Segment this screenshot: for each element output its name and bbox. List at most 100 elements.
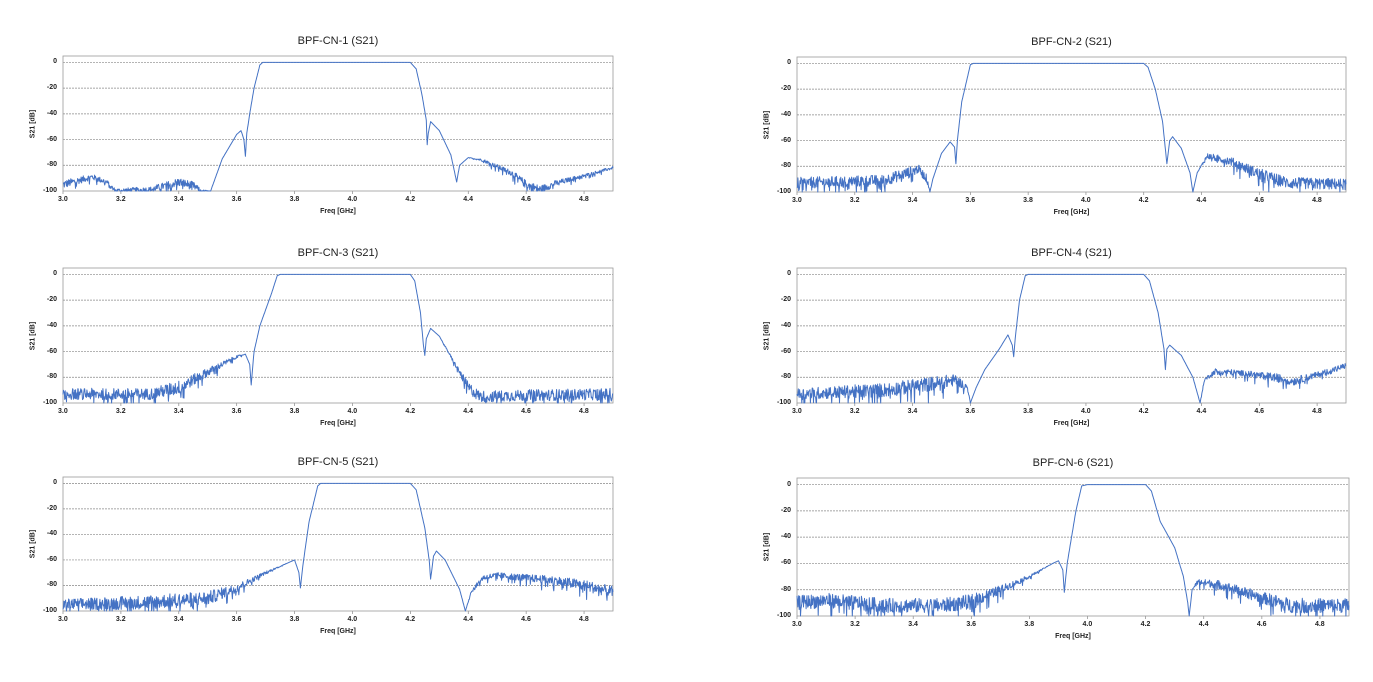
x-tick-label: 4.6	[521, 616, 531, 623]
chart-bpf-cn-6: 0 -20 -40 -60 -80 -100 3.0 3.2 3.4 3.6 3.8 4.0 4.2 4.…	[764, 457, 1350, 640]
x-tick-label: 3.0	[792, 408, 802, 415]
plot-area	[62, 476, 614, 614]
x-tick-label: 4.6	[521, 408, 531, 415]
x-tick-label: 3.4	[173, 408, 184, 415]
x-tick-label: 3.8	[289, 616, 300, 623]
plot-border	[796, 56, 1347, 193]
x-tick-label: 4.6	[521, 196, 531, 203]
x-tick-label: 4.4	[463, 196, 473, 203]
x-tick-label: 3.0	[58, 616, 68, 623]
y-tick-label: -40	[780, 321, 791, 329]
x-tick-label: 4.2	[405, 196, 416, 203]
x-tick-label: 4.4	[1198, 621, 1209, 628]
y-tick-label: -40	[46, 530, 57, 538]
x-tick-label: 3.8	[289, 408, 300, 415]
s21-series-line	[796, 62, 1347, 193]
x-tick-label: 4.4	[463, 616, 473, 623]
y-axis-label: S21 [dB]	[763, 532, 771, 562]
x-tick-label: 3.2	[115, 408, 126, 415]
x-tick-label: 3.4	[907, 197, 918, 204]
x-tick-label: 3.4	[908, 621, 918, 628]
x-tick-label: 3.0	[58, 196, 68, 203]
x-tick-label: 3.2	[850, 621, 860, 628]
y-tick-label: -20	[780, 296, 791, 304]
x-tick-label: 4.8	[1312, 408, 1322, 415]
y-axis-label: S21 [dB]	[763, 110, 771, 139]
x-tick-label: 4.0	[347, 616, 358, 623]
plot-border	[62, 55, 614, 192]
y-tick-label: -60	[780, 347, 791, 355]
plot-area	[796, 56, 1347, 195]
x-tick-label: 4.2	[1140, 621, 1151, 628]
x-tick-label: 3.8	[1024, 621, 1035, 628]
x-tick-label: 3.2	[115, 616, 126, 623]
x-tick-label: 3.2	[849, 408, 860, 415]
x-tick-label: 4.2	[405, 616, 416, 623]
x-tick-label: 3.4	[173, 196, 184, 203]
y-tick-label: 0	[787, 59, 791, 67]
y-tick-label: -80	[780, 373, 791, 381]
x-tick-label: 4.2	[1138, 408, 1149, 415]
plot-border	[62, 267, 614, 404]
x-tick-label: 3.6	[965, 197, 976, 204]
x-tick-label: 4.0	[347, 408, 358, 415]
x-tick-label: 3.2	[115, 196, 126, 203]
y-tick-label: -20	[780, 506, 791, 514]
x-tick-label: 3.0	[792, 197, 802, 204]
y-tick-label: -80	[780, 585, 791, 593]
chart-bpf-cn-1: 0 -20 -40 -60 -80 -100 3.0 3.2 3.4 3.6 3.8 4.0 4.2 4.…	[30, 35, 614, 215]
chart-bpf-cn-4: 0 -20 -40 -60 -80 -100 3.0 3.2 3.4 3.6 3.8 4.0 4.2 4.…	[764, 247, 1347, 427]
chart-title: BPF-CN-4 (S21)	[1031, 247, 1112, 259]
chart-title: BPF-CN-1 (S21)	[297, 35, 379, 47]
x-tick-label: 4.8	[1314, 621, 1325, 628]
plot-area	[796, 477, 1350, 619]
chart-bpf-cn-5: 0 -20 -40 -60 -80 -100 3.0 3.2 3.4 3.6 3.8 4.0 4.2 4.…	[30, 456, 614, 635]
y-tick-label: -40	[46, 321, 57, 329]
y-tick-label: 0	[53, 479, 57, 487]
x-tick-label: 3.0	[58, 408, 68, 415]
y-tick-label: -80	[46, 373, 57, 381]
y-tick-label: -100	[42, 399, 57, 406]
x-tick-label: 4.0	[1080, 408, 1091, 415]
s21-series-line	[62, 61, 614, 192]
x-tick-label: 3.8	[289, 196, 300, 203]
y-tick-label: -40	[780, 533, 791, 541]
x-tick-label: 4.4	[1196, 197, 1207, 204]
y-axis-label: S21 [dB]	[29, 529, 37, 559]
y-tick-label: -100	[42, 187, 57, 194]
x-axis-label: Freq [GHz]	[320, 420, 356, 427]
x-tick-label: 4.6	[1254, 197, 1265, 204]
y-tick-label: -20	[46, 504, 57, 512]
x-tick-label: 4.0	[1080, 197, 1091, 204]
x-tick-label: 3.8	[1023, 197, 1033, 204]
s21-series-line	[62, 273, 614, 404]
plot-border	[796, 477, 1350, 617]
y-tick-label: -60	[780, 136, 791, 144]
chart-title: BPF-CN-6 (S21)	[1032, 457, 1114, 469]
x-tick-label: 4.0	[347, 196, 358, 203]
plot-area	[62, 55, 614, 194]
y-axis-label: S21 [dB]	[29, 109, 37, 138]
x-tick-label: 4.2	[1138, 197, 1149, 204]
x-tick-label: 4.4	[463, 408, 473, 415]
plot-area	[62, 267, 614, 406]
s21-series-line	[796, 273, 1347, 404]
plot-border	[796, 267, 1347, 404]
y-tick-label: -80	[780, 162, 791, 170]
x-tick-label: 3.4	[173, 616, 184, 623]
x-tick-label: 3.6	[965, 408, 976, 415]
x-axis-label: Freq [GHz]	[1055, 633, 1091, 640]
chart-title: BPF-CN-5 (S21)	[297, 456, 379, 468]
x-tick-label: 4.6	[1256, 621, 1267, 628]
x-tick-label: 3.6	[231, 408, 242, 415]
y-tick-label: -20	[46, 296, 57, 304]
x-axis-label: Freq [GHz]	[1053, 209, 1090, 216]
y-tick-label: 0	[53, 270, 57, 278]
s21-series-line	[62, 482, 614, 612]
y-tick-label: -40	[780, 110, 791, 118]
y-tick-label: -60	[46, 555, 57, 563]
plot-area	[796, 267, 1347, 406]
chart-bpf-cn-2: 0 -20 -40 -60 -80 -100 3.0 3.2 3.4 3.6 3.8 4.0 4.2 4.…	[764, 36, 1347, 216]
x-tick-label: 4.0	[1082, 621, 1093, 628]
x-tick-label: 3.6	[231, 196, 242, 203]
